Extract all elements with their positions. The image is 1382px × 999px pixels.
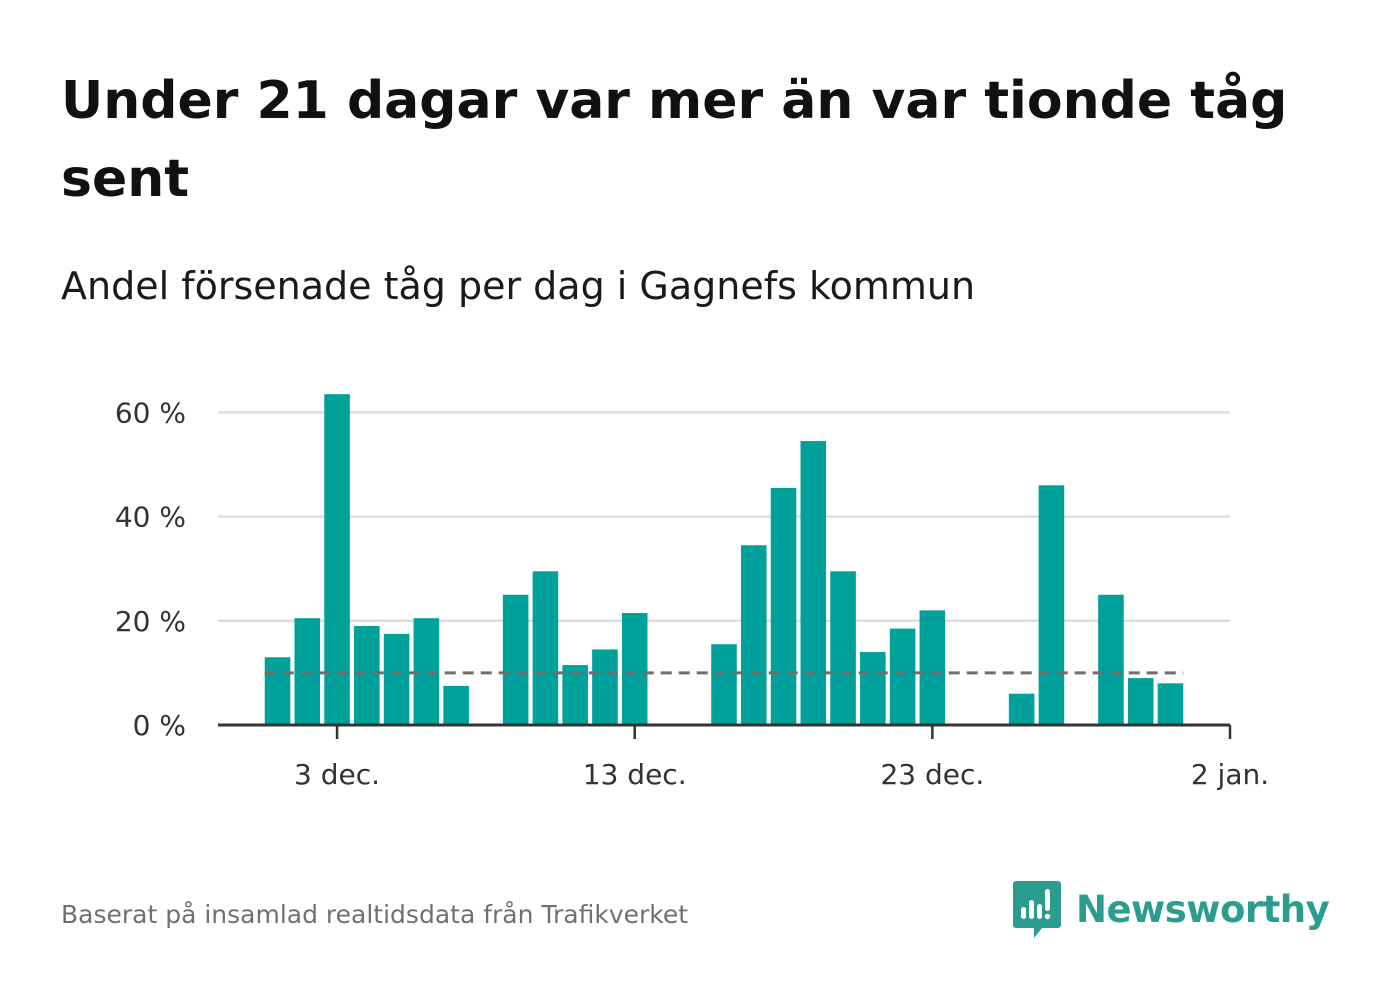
y-tick-label: 40 %: [115, 501, 186, 534]
chart-title: Under 21 dagar var mer än var tionde tåg…: [61, 71, 1288, 209]
x-tick-label: 13 dec.: [583, 758, 687, 791]
bar: [889, 628, 916, 725]
y-tick-label: 20 %: [115, 605, 186, 638]
bar: [770, 487, 797, 725]
y-tick-label: 60 %: [115, 396, 186, 429]
bar: [1098, 594, 1124, 725]
y-tick-label: 0 %: [133, 709, 186, 742]
bar: [1008, 693, 1035, 725]
source-note: Baserat på insamlad realtidsdata från Tr…: [61, 900, 689, 929]
bar: [502, 594, 529, 725]
bar: [830, 571, 856, 725]
bar: [324, 394, 350, 725]
bar: [1127, 678, 1154, 725]
brand-name: Newsworthy: [1076, 887, 1330, 931]
bar: [711, 644, 737, 725]
brand-logo[interactable]: Newsworthy: [1012, 878, 1330, 940]
y-axis-ticks: 0 % 20 % 40 % 60 %: [115, 396, 186, 742]
x-tick-label: 2 jan.: [1191, 758, 1269, 791]
x-axis-ticks: 3 dec. 13 dec. 23 dec. 2 jan.: [294, 725, 1269, 791]
bar: [592, 649, 618, 725]
bar: [562, 665, 588, 725]
bar: [1157, 683, 1184, 725]
bar: [1038, 485, 1065, 725]
bar: [860, 652, 886, 725]
bar: [621, 612, 648, 725]
bar-chart: 0 % 20 % 40 % 60 % 3 dec. 13 dec. 23 dec. 2 ja…: [115, 394, 1269, 791]
bar: [354, 626, 380, 725]
x-tick-label: 23 dec.: [880, 758, 984, 791]
bar: [383, 633, 410, 725]
grid-lines: [218, 411, 1230, 623]
bar: [740, 545, 767, 725]
chart-subtitle: Andel försenade tåg per dag i Gagnefs ko…: [61, 264, 976, 308]
bars: [264, 394, 1184, 725]
newsworthy-logo-icon: [1013, 881, 1061, 938]
bar: [264, 657, 291, 725]
bar: [532, 571, 559, 725]
bar: [800, 441, 827, 725]
x-tick-label: 3 dec.: [294, 758, 380, 791]
bar: [919, 610, 946, 725]
bar: [443, 685, 469, 725]
